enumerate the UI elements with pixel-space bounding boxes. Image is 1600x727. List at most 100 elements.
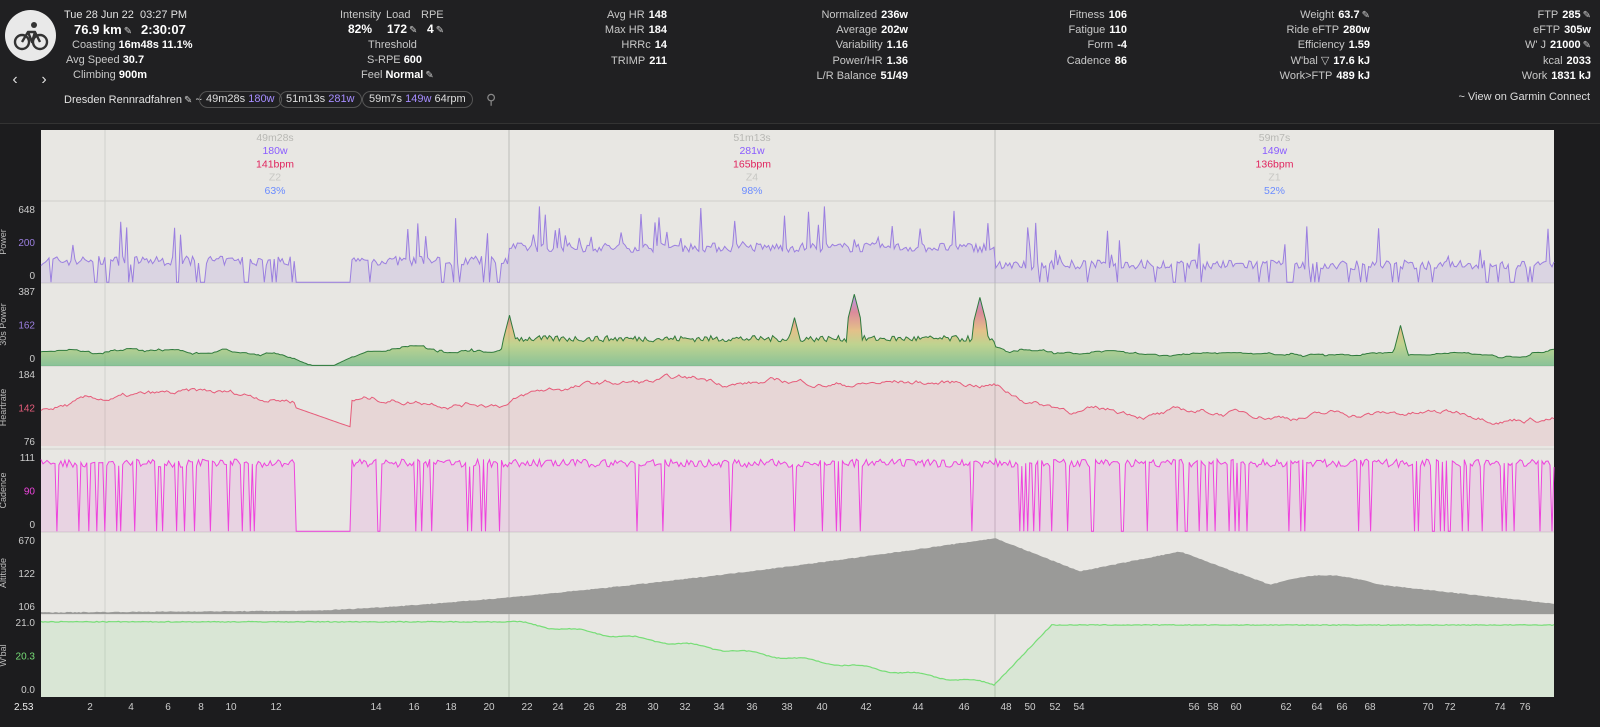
climbing-stat: Climbing 900m: [73, 69, 147, 81]
bicycle-icon: [13, 21, 48, 50]
rpe-label: RPE: [421, 9, 444, 21]
activity-distance[interactable]: 76.9 km ✎: [74, 22, 133, 37]
x-tick-label: 34: [713, 702, 725, 713]
avatar[interactable]: [5, 10, 56, 61]
x-tick-label: 16: [408, 702, 420, 713]
segment-zone-label: Z1: [1268, 172, 1280, 184]
activity-time: 03:27 PM: [140, 9, 188, 21]
load-value[interactable]: 172 ✎: [387, 22, 418, 36]
x-tick-label: 46: [958, 702, 970, 713]
segment-time-label: 49m28s: [256, 132, 293, 144]
previous-activity-button[interactable]: ‹: [12, 71, 18, 88]
x-tick-label: 70: [1422, 702, 1434, 713]
heartrate-area: [41, 374, 1554, 446]
segment-pct-label: 98%: [741, 185, 762, 197]
y-tick-label: 106: [18, 602, 35, 613]
weight-stats: Weight 63.7 ✎ Ride eFTP 280w Efficiency 1.59…: [1279, 9, 1370, 82]
x-tick-label: 26: [583, 702, 595, 713]
ftp-stats: FTP 285 ✎ eFTP 305w W' J 21000 ✎ kcal 2033 Wor…: [1521, 9, 1591, 82]
feel-stat[interactable]: Feel Normal ✎: [361, 69, 434, 81]
x-tick-label: 76: [1519, 702, 1531, 713]
segment-zone-label: Z2: [269, 172, 281, 184]
avg-speed-stat: Avg Speed 30.7: [66, 54, 145, 66]
x-axis-start-label: 2.53: [14, 702, 34, 713]
power-line: [40, 206, 1555, 283]
segment-zone-label: Z4: [746, 172, 758, 184]
wbal-area: [41, 621, 1554, 697]
x-tick-label: 18: [445, 702, 457, 713]
power-30s-line: [40, 294, 1555, 366]
x-tick-label: 50: [1024, 702, 1036, 713]
activity-charts[interactable]: 49m28s180w141bpmZ263%51m13s281w165bpmZ49…: [0, 124, 1600, 727]
x-tick-label: 62: [1280, 702, 1292, 713]
x-tick-label: 38: [781, 702, 793, 713]
edit-pencil-icon: ✎: [123, 26, 133, 37]
activity-name[interactable]: Dresden Rennradfahren ✎ ~: [64, 94, 202, 106]
edit-pencil-icon: ✎: [184, 95, 193, 106]
view-on-garmin-link[interactable]: ~ View on Garmin Connect: [1458, 91, 1590, 103]
load-label: Load: [386, 9, 411, 21]
x-tick-label: 74: [1494, 702, 1506, 713]
interval-pill-3[interactable]: 59m7s 149w 64rpm: [362, 91, 473, 108]
x-tick-label: 64: [1311, 702, 1323, 713]
y-tick-label: 0.0: [21, 685, 35, 696]
power-area: [41, 206, 1554, 283]
y-tick-label: 162: [18, 321, 35, 332]
next-activity-button[interactable]: ›: [41, 71, 47, 88]
threshold-label: Threshold: [368, 39, 417, 51]
interval-pill-1[interactable]: 49m28s 180w: [199, 91, 282, 108]
segment-power-label: 149w: [1262, 145, 1288, 157]
x-tick-label: 4: [128, 702, 134, 713]
chart-title: Cadence: [0, 472, 8, 508]
x-tick-label: 14: [370, 702, 382, 713]
x-tick-label: 2: [87, 702, 93, 713]
x-tick-label: 52: [1049, 702, 1061, 713]
chart-title: Altitude: [0, 558, 8, 588]
y-tick-label: 648: [18, 205, 35, 216]
edit-pencil-icon: ✎: [435, 25, 445, 36]
y-tick-label: 122: [18, 569, 35, 580]
altitude-area: [41, 538, 1554, 614]
segment-hr-label: 141bpm: [256, 158, 294, 170]
y-tick-label: 20.3: [16, 652, 36, 663]
x-tick-label: 44: [912, 702, 924, 713]
segment-pct-label: 52%: [1264, 185, 1285, 197]
y-tick-label: 0: [29, 520, 35, 531]
y-tick-label: 184: [18, 370, 35, 381]
x-tick-label: 24: [552, 702, 564, 713]
search-icon[interactable]: ⚲: [486, 91, 497, 107]
segment-hr-label: 136bpm: [1256, 158, 1294, 170]
interval-pill-2[interactable]: 51m13s 281w: [279, 91, 362, 108]
x-tick-label: 22: [521, 702, 533, 713]
coasting-stat: Coasting 16m48s 11.1%: [72, 39, 193, 51]
edit-pencil-icon: ✎: [1582, 40, 1591, 52]
segment-power-label: 281w: [739, 145, 765, 157]
edit-pencil-icon: ✎: [425, 70, 434, 81]
x-tick-label: 28: [615, 702, 627, 713]
activity-duration: 2:30:07: [141, 22, 186, 37]
x-tick-label: 12: [270, 702, 282, 713]
x-tick-label: 72: [1444, 702, 1456, 713]
segment-time-label: 51m13s: [733, 132, 770, 144]
y-tick-label: 111: [20, 453, 36, 464]
y-tick-label: 0: [29, 271, 35, 282]
segment-power-label: 180w: [262, 145, 288, 157]
intensity-value: 82%: [348, 22, 373, 36]
power-stats: Normalized 236w Average 202w Variability 1.…: [816, 9, 908, 82]
cadence-line: [40, 457, 1555, 532]
y-tick-label: 142: [18, 404, 35, 415]
y-tick-label: 670: [18, 536, 35, 547]
rpe-value[interactable]: 4 ✎: [427, 22, 445, 36]
chart-title: 30s Power: [0, 303, 8, 346]
chart-title: Power: [0, 229, 8, 255]
hr-stats: Avg HR 148 Max HR 184 HRRc 14 TRIMP 211: [604, 9, 667, 67]
edit-pencil-icon: ✎: [1582, 10, 1591, 21]
y-tick-label: 200: [18, 238, 35, 249]
x-tick-label: 60: [1230, 702, 1242, 713]
intensity-label: Intensity: [340, 9, 381, 21]
cadence-area: [41, 459, 1554, 532]
chart-title: Heartrate: [0, 389, 8, 427]
x-axis-bar: [0, 697, 1600, 727]
y-tick-label: 76: [24, 437, 36, 448]
x-tick-label: 6: [165, 702, 171, 713]
